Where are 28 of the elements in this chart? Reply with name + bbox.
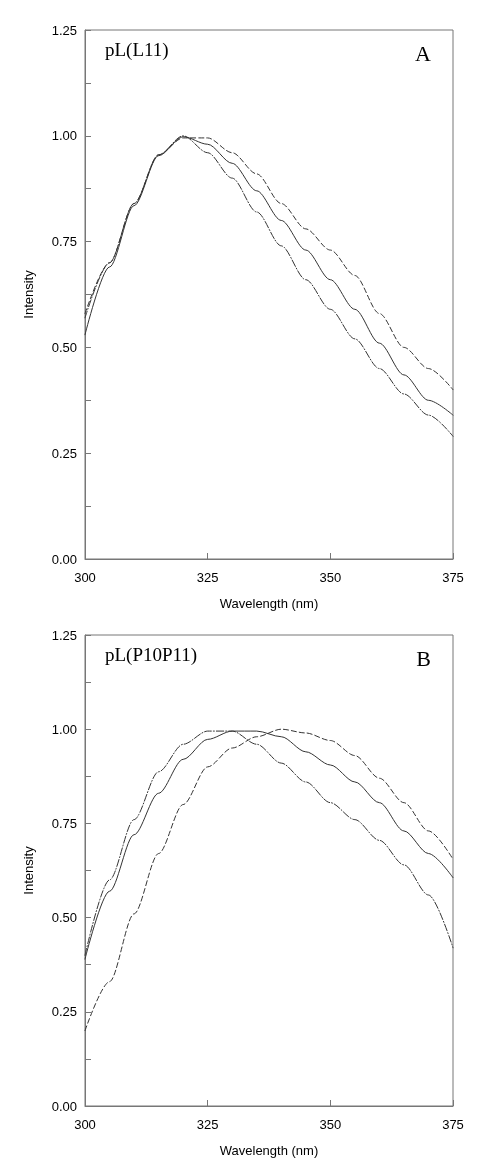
y-axis-title: Intensity [21, 845, 36, 895]
y-tick-label: 0.00 [51, 551, 77, 567]
text: pL(L11) [105, 39, 169, 61]
text: pL(P10P11) [105, 644, 198, 666]
x-tick-label: 350 [319, 570, 342, 585]
y-tick-label: 0.75 [51, 234, 77, 250]
x-tick-label: 300 [74, 1117, 96, 1132]
y-tick-label: 0.50 [51, 339, 77, 355]
annotation: A [415, 40, 432, 66]
x-tick-label: 325 [196, 570, 219, 585]
y-tick-label: 1.00 [51, 128, 77, 144]
x-axis-title: Wavelength (nm) [219, 596, 319, 611]
x-axis-title: Wavelength (nm) [219, 1143, 319, 1158]
x-tick-label: 350 [319, 1117, 342, 1132]
y-tick-label: 1.25 [51, 22, 77, 38]
y-tick-label: 1.00 [51, 721, 77, 737]
y-tick-label: 0.00 [51, 1098, 77, 1114]
y-axis-title: Intensity [21, 269, 36, 319]
x-tick-label: 375 [442, 570, 464, 585]
y-tick-label: 0.75 [51, 815, 77, 831]
y-tick-label: 0.25 [51, 1004, 77, 1020]
y-tick-label: 0.25 [51, 445, 77, 461]
y-tick-label: 1.25 [51, 627, 77, 643]
x-tick-label: 325 [196, 1117, 219, 1132]
annotation: B [416, 645, 432, 671]
y-tick-label: 0.50 [51, 910, 77, 926]
x-tick-label: 375 [442, 1117, 464, 1132]
x-tick-label: 300 [74, 570, 96, 585]
